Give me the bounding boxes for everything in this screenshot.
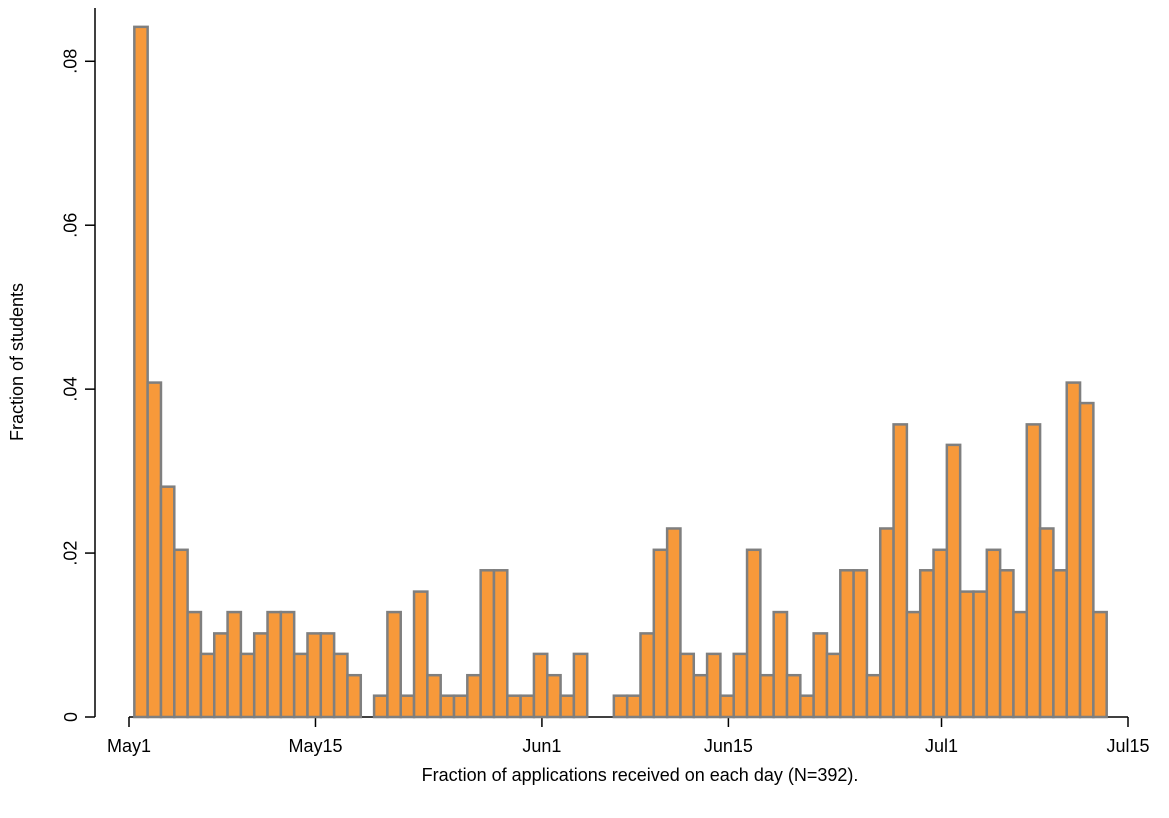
bar [1025,423,1042,719]
bar [652,548,669,719]
bar [239,652,256,719]
bar [692,673,709,719]
bar [905,610,922,719]
bar [1052,569,1068,719]
x-axis-label: Fraction of applications received on eac… [422,765,859,785]
bar [412,590,429,719]
bar [532,652,549,719]
bar [679,652,696,719]
bar [772,610,789,719]
x-tick-label: Jun1 [522,736,561,756]
bar [639,632,656,719]
bar [812,632,829,719]
bar [346,673,363,719]
x-tick-label: May15 [288,736,342,756]
bar [852,569,869,719]
bar [865,673,882,719]
bar [372,694,389,719]
bar [1092,610,1108,719]
bar [572,652,589,719]
bar [998,569,1015,719]
bar [279,610,296,719]
bar [1078,401,1095,719]
bar [839,569,855,719]
bar [266,610,283,719]
bar [386,610,402,719]
y-tick-label: .06 [61,213,81,238]
bar [332,652,349,719]
bar [159,485,176,719]
bar [199,652,216,719]
bar [759,673,775,719]
bar [426,673,442,719]
bar [399,694,416,719]
bar [545,673,562,719]
bar [1065,381,1082,719]
bar [825,652,842,719]
bar [439,694,456,719]
x-tick-label: May1 [107,736,151,756]
bar [292,652,309,719]
x-tick-label: Jul15 [1106,736,1149,756]
bar [625,694,642,719]
bar [932,548,949,719]
bar [252,632,269,719]
bar [133,25,149,719]
bar [226,610,243,719]
bar [719,694,735,719]
y-tick-label: .08 [61,49,81,74]
bar [212,632,229,719]
x-tick-label: Jun15 [704,736,753,756]
bar [173,548,189,719]
y-tick-label: .04 [61,377,81,402]
bar [452,694,469,719]
bar [479,569,496,719]
bar [665,527,682,719]
bar [892,423,909,719]
bar [972,590,989,719]
bar [506,694,522,719]
bar [146,381,163,719]
bar [799,694,815,719]
bar [306,632,323,719]
bar [186,610,203,719]
bar [319,632,336,719]
bar [559,694,576,719]
bar [918,569,935,719]
bar [466,673,482,719]
x-tick-label: Jul1 [925,736,958,756]
bar [732,652,749,719]
y-tick-label: .02 [61,541,81,566]
bar [985,548,1002,719]
bar [705,652,722,719]
bar [878,527,895,719]
bar [958,590,975,719]
y-axis-label: Fraction of students [7,283,27,441]
bar [1038,527,1055,719]
bar [519,694,536,719]
bar [492,569,509,719]
y-tick-label: 0 [61,712,81,722]
bar [745,548,762,719]
bar [612,694,629,719]
bar [785,673,802,719]
bar [1012,610,1029,719]
bar [945,443,962,719]
